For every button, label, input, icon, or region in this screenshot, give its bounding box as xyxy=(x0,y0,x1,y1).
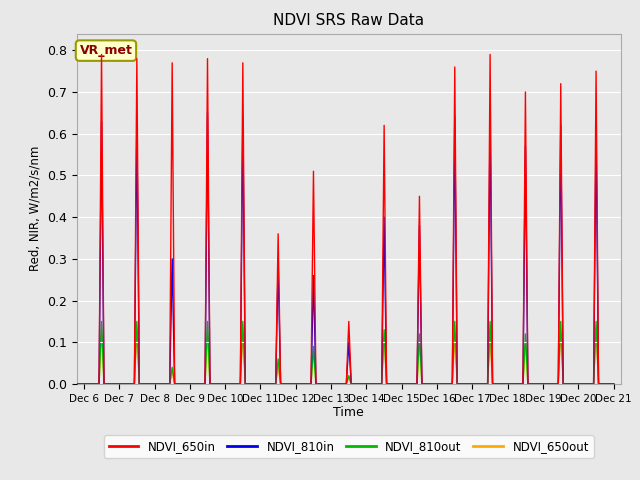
Y-axis label: Red, NIR, W/m2/s/nm: Red, NIR, W/m2/s/nm xyxy=(29,146,42,272)
Legend: NDVI_650in, NDVI_810in, NDVI_810out, NDVI_650out: NDVI_650in, NDVI_810in, NDVI_810out, NDV… xyxy=(104,435,594,458)
Text: VR_met: VR_met xyxy=(79,44,132,57)
X-axis label: Time: Time xyxy=(333,407,364,420)
Title: NDVI SRS Raw Data: NDVI SRS Raw Data xyxy=(273,13,424,28)
